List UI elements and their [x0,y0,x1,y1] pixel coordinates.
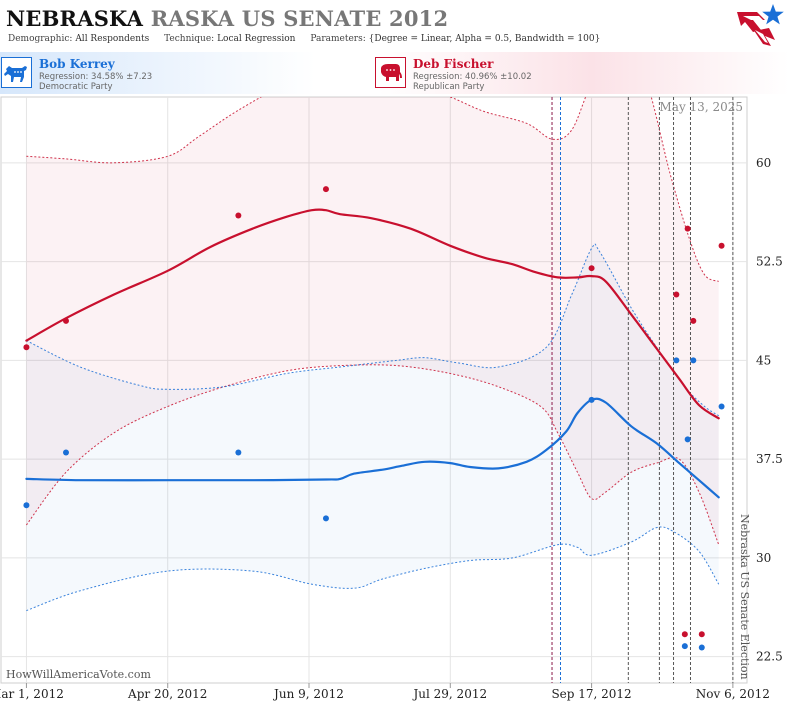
x-tick-label: Jul 29, 2012 [411,687,487,701]
y-tick-label: 30 [756,551,771,565]
date-label: May 13, 2025 [660,100,743,114]
dem-poll-point [62,449,69,456]
dem-confidence-band [26,243,719,611]
confidence-bands [25,97,720,612]
dem-poll-point [588,396,595,403]
y-tick-label: 52.5 [756,255,783,269]
plot-frame [0,96,748,684]
header: NEBRASKA RASKA US SENATE 2012 Demographi… [0,0,789,52]
rep-poll-point [681,631,688,638]
rep-poll-point [718,242,725,249]
rep-regression-line [25,208,720,420]
title-race: RASKA US SENATE 2012 [150,6,449,31]
elephant-icon [375,57,406,88]
x-tick-label: Apr 20, 2012 [127,687,207,701]
technique-label: Technique: [164,34,215,44]
dem-regression-line [25,397,720,499]
chart-svg: 22.5 30 37.5 45 52.5 60 Mar 1, 2012 Apr 20, 201… [0,96,783,701]
rep-poll-point [588,265,595,272]
candidate-party: Republican Party [413,82,485,92]
site-logo-icon [737,4,784,46]
candidate-regression: Regression: 40.96% ±10.02 [413,72,532,82]
x-tick-label: Nov 6, 2012 [696,687,770,701]
x-tick-label: Sep 17, 2012 [551,687,631,701]
candidate-party: Democratic Party [39,82,113,92]
poll-chart: 22.5 30 37.5 45 52.5 60 Mar 1, 2012 Apr 20, 201… [0,94,789,708]
dem-poll-point [681,643,688,650]
grid [1,97,747,683]
y-tick-label: 37.5 [756,452,783,466]
dem-poll-point [718,403,725,410]
dem-poll-point [322,515,329,522]
parameters-line: Demographic: All Respondents Technique: … [8,34,600,44]
rep-confidence-band [26,97,719,545]
x-tick-label: Jun 9, 2012 [272,687,344,701]
election-label: Nebraska US Senate Election [738,514,751,680]
event-lines [551,97,734,683]
y-tick-label: 22.5 [756,650,783,664]
x-tick-label: Mar 1, 2012 [0,687,64,701]
donkey-icon [1,57,32,88]
poll-points [23,186,725,651]
rep-poll-point [673,291,680,298]
rep-poll-point [62,317,69,324]
dem-lower-bound-line [26,526,720,612]
candidate-name: Bob Kerrey [39,57,115,71]
y-tick-label: 45 [756,353,771,367]
dem-poll-point [698,644,705,651]
rep-poll-point [235,212,242,219]
dem-poll-point [684,436,691,443]
page-title: NEBRASKA RASKA US SENATE 2012 [6,6,448,31]
demographic-value: All Respondents [75,34,150,44]
title-state: NEBRASKA [6,6,144,31]
watermark-text: HowWillAmericaVote.com [6,668,151,681]
rep-poll-point [684,225,691,232]
rep-poll-point [698,631,705,638]
rep-poll-point [322,186,329,193]
dem-poll-point [673,357,680,364]
candidate-name: Deb Fischer [413,57,494,71]
technique-value: Local Regression [217,34,296,44]
rep-poll-point [690,317,697,324]
dem-poll-point [235,449,242,456]
parameters-value: {Degree = Linear, Alpha = 0.5, Bandwidth… [368,34,601,44]
demographic-label: Demographic: [8,34,73,44]
dem-poll-point [23,502,30,509]
rep-lower-bound-line [25,364,720,545]
candidate-regression: Regression: 34.58% ±7.23 [39,72,153,82]
rep-poll-point [23,344,30,351]
regression-lines [25,208,720,499]
y-tick-label: 60 [756,156,771,170]
dem-poll-point [690,357,697,364]
candidate-legend: Bob Kerrey Regression: 34.58% ±7.23 Demo… [0,52,789,94]
parameters-label: Parameters: [310,34,366,44]
